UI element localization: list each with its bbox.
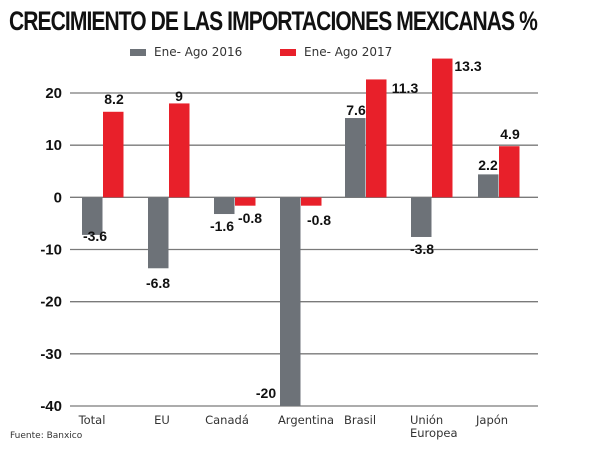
legend-item-2016: Ene- Ago 2016	[130, 45, 242, 59]
data-label: 8.2	[104, 91, 124, 107]
y-tick-label: 10	[45, 137, 62, 154]
bar-2016	[345, 118, 366, 198]
legend-label-2016: Ene- Ago 2016	[154, 45, 243, 59]
bar-2016	[478, 174, 499, 198]
category-label: Europea	[410, 426, 458, 440]
data-label: -3.6	[83, 228, 107, 244]
bar-2017	[366, 79, 387, 198]
category-label: Unión	[410, 413, 443, 427]
category-label: Japón	[475, 413, 508, 427]
data-label: 9	[175, 88, 183, 104]
category-label: Argentina	[278, 413, 334, 427]
category-label: Total	[78, 413, 106, 427]
data-label: 13.3	[454, 58, 481, 74]
y-tick-label: -10	[40, 242, 62, 259]
bar-2016	[82, 197, 103, 235]
data-label: -0.8	[238, 210, 262, 226]
y-tick-label: 0	[54, 189, 62, 206]
y-tick-label: -20	[40, 294, 62, 311]
data-label: -20	[256, 385, 276, 401]
data-label: 2.2	[478, 157, 498, 173]
category-label: Brasil	[344, 413, 376, 427]
y-tick-label: 20	[45, 85, 62, 102]
bar-2017	[432, 58, 453, 198]
bar-2017	[103, 111, 124, 198]
data-label: -6.8	[146, 275, 170, 291]
data-label: 11.3	[392, 80, 419, 96]
legend-swatch-2016	[130, 48, 146, 56]
bar-2017	[235, 197, 256, 206]
data-labels: -3.68.2-6.89-1.6 -0.8-20-0.87.611.3-3.813…	[83, 58, 520, 401]
bar-2016	[148, 197, 169, 269]
bar-2017	[499, 146, 520, 198]
gridlines	[70, 92, 538, 407]
legend-label-2017: Ene- Ago 2017	[304, 45, 393, 59]
category-labels: Total EU Canadá Argentina Brasil UniónEuropea…	[78, 413, 509, 440]
category-label: Canadá	[205, 413, 249, 427]
bars	[82, 58, 520, 406]
category-label: EU	[154, 413, 170, 427]
chart-title: CRECIMIENTO DE LAS IMPORTACIONES MEXICAN…	[9, 6, 538, 36]
data-label: -1.6	[210, 218, 234, 234]
bar-2016	[214, 197, 235, 215]
legend-swatch-2017	[280, 48, 296, 56]
data-label: -0.8	[307, 212, 331, 228]
y-tick-label: -40	[40, 398, 62, 415]
y-tick-label: -30	[40, 346, 62, 363]
data-label: 4.9	[500, 126, 520, 142]
bar-2016	[411, 197, 432, 237]
data-label: -3.8	[410, 241, 434, 257]
bar-2016	[280, 197, 301, 406]
bar-2017	[301, 197, 322, 206]
data-label: 7.6	[346, 102, 366, 118]
bar-2017	[169, 103, 190, 198]
source-note: Fuente: Banxico	[10, 431, 83, 441]
legend-item-2017: Ene- Ago 2017	[280, 45, 392, 59]
y-axis-ticks: 20 10 0 -10 -20 -30 -40	[40, 85, 62, 415]
